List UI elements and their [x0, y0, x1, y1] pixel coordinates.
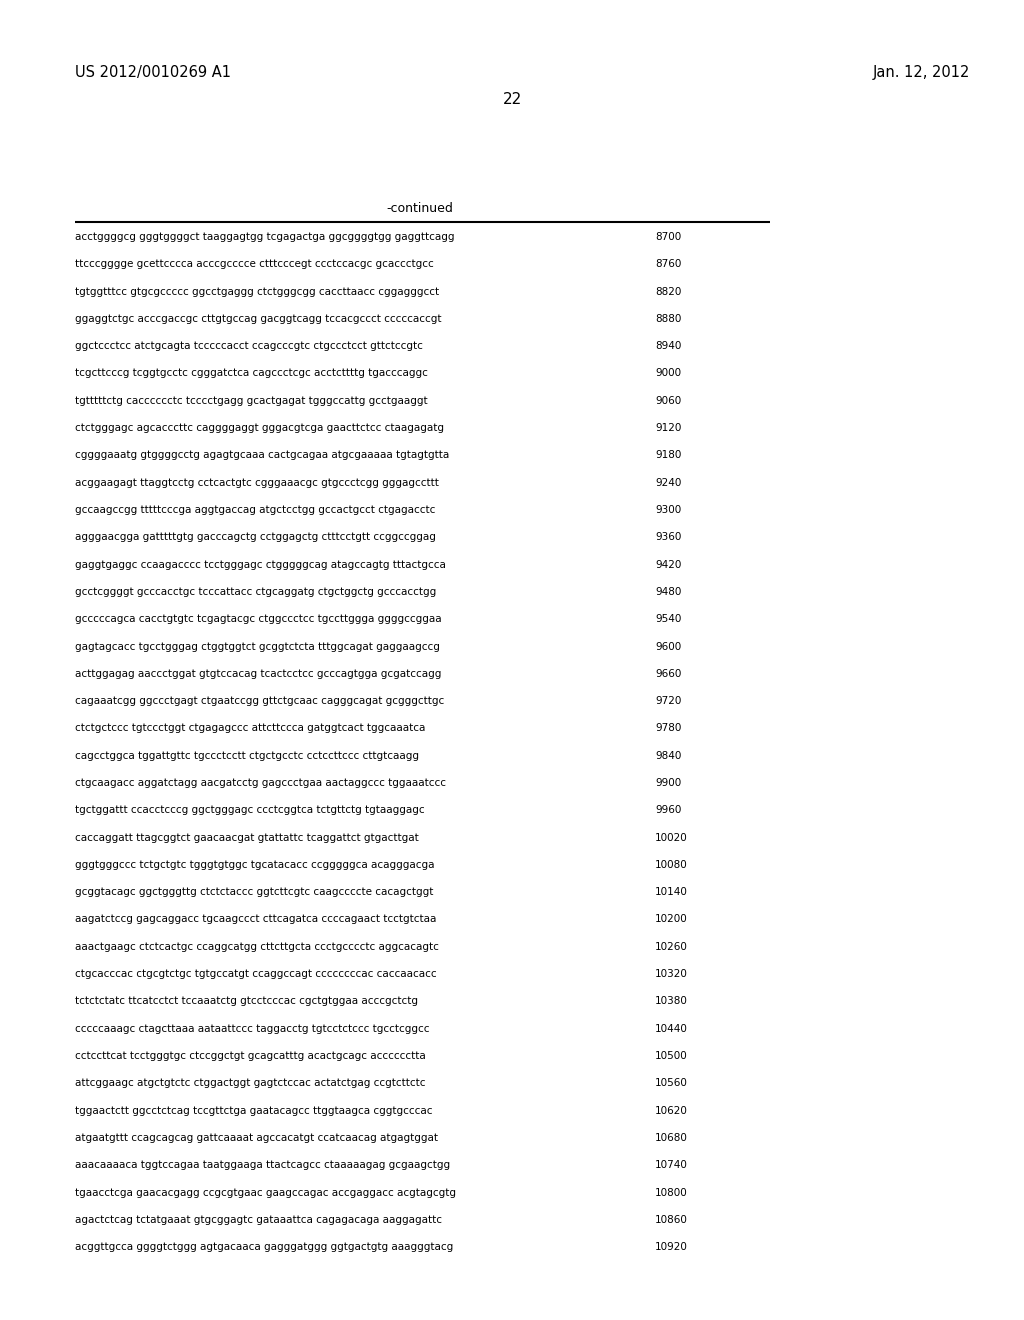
Text: aaactgaagc ctctcactgc ccaggcatgg cttcttgcta ccctgcccctc aggcacagtc: aaactgaagc ctctcactgc ccaggcatgg cttcttg…	[75, 941, 439, 952]
Text: 9780: 9780	[655, 723, 681, 734]
Text: 9240: 9240	[655, 478, 681, 487]
Text: acggaagagt ttaggtcctg cctcactgtc cgggaaacgc gtgccctcgg gggagccttt: acggaagagt ttaggtcctg cctcactgtc cgggaaa…	[75, 478, 439, 487]
Text: 9180: 9180	[655, 450, 681, 461]
Text: ctgcacccac ctgcgtctgc tgtgccatgt ccaggccagt ccccccccac caccaacacc: ctgcacccac ctgcgtctgc tgtgccatgt ccaggcc…	[75, 969, 436, 979]
Text: 8820: 8820	[655, 286, 681, 297]
Text: -continued: -continued	[387, 202, 454, 214]
Text: gcccccagca cacctgtgtc tcgagtacgc ctggccctcc tgccttggga ggggccggaa: gcccccagca cacctgtgtc tcgagtacgc ctggccc…	[75, 614, 441, 624]
Text: 8760: 8760	[655, 259, 681, 269]
Text: 10320: 10320	[655, 969, 688, 979]
Text: 9120: 9120	[655, 424, 681, 433]
Text: 9540: 9540	[655, 614, 681, 624]
Text: ctgcaagacc aggatctagg aacgatcctg gagccctgaa aactaggccc tggaaatccc: ctgcaagacc aggatctagg aacgatcctg gagccct…	[75, 777, 446, 788]
Text: tgctggattt ccacctcccg ggctgggagc ccctcggtca tctgttctg tgtaaggagc: tgctggattt ccacctcccg ggctgggagc ccctcgg…	[75, 805, 425, 816]
Text: 9660: 9660	[655, 669, 681, 678]
Text: 9420: 9420	[655, 560, 681, 570]
Text: 10620: 10620	[655, 1106, 688, 1115]
Text: 10020: 10020	[655, 833, 688, 842]
Text: acctggggcg gggtggggct taaggagtgg tcgagactga ggcggggtgg gaggttcagg: acctggggcg gggtggggct taaggagtgg tcgagac…	[75, 232, 455, 242]
Text: gcggtacagc ggctgggttg ctctctaccc ggtcttcgtc caagccccte cacagctggt: gcggtacagc ggctgggttg ctctctaccc ggtcttc…	[75, 887, 433, 898]
Text: gaggtgaggc ccaagacccc tcctgggagc ctgggggcag atagccagtg tttactgcca: gaggtgaggc ccaagacccc tcctgggagc ctggggg…	[75, 560, 445, 570]
Text: 9600: 9600	[655, 642, 681, 652]
Text: 9060: 9060	[655, 396, 681, 405]
Text: 10200: 10200	[655, 915, 688, 924]
Text: acggttgcca ggggtctggg agtgacaaca gagggatggg ggtgactgtg aaagggtacg: acggttgcca ggggtctggg agtgacaaca gagggat…	[75, 1242, 454, 1253]
Text: 22: 22	[503, 92, 521, 107]
Text: ctctgggagc agcacccttc caggggaggt gggacgtcga gaacttctcc ctaagagatg: ctctgggagc agcacccttc caggggaggt gggacgt…	[75, 424, 444, 433]
Text: cagaaatcgg ggccctgagt ctgaatccgg gttctgcaac cagggcagat gcgggcttgc: cagaaatcgg ggccctgagt ctgaatccgg gttctgc…	[75, 696, 444, 706]
Text: gcctcggggt gcccacctgc tcccattacc ctgcaggatg ctgctggctg gcccacctgg: gcctcggggt gcccacctgc tcccattacc ctgcagg…	[75, 587, 436, 597]
Text: 9360: 9360	[655, 532, 681, 543]
Text: 10140: 10140	[655, 887, 688, 898]
Text: 8700: 8700	[655, 232, 681, 242]
Text: 10800: 10800	[655, 1188, 688, 1197]
Text: US 2012/0010269 A1: US 2012/0010269 A1	[75, 65, 231, 79]
Text: tgtttttctg cacccccctc tcccctgagg gcactgagat tgggccattg gcctgaaggt: tgtttttctg cacccccctc tcccctgagg gcactga…	[75, 396, 428, 405]
Text: 10260: 10260	[655, 941, 688, 952]
Text: 10380: 10380	[655, 997, 688, 1006]
Text: 9960: 9960	[655, 805, 681, 816]
Text: gccaagccgg tttttcccga aggtgaccag atgctcctgg gccactgcct ctgagacctc: gccaagccgg tttttcccga aggtgaccag atgctcc…	[75, 506, 435, 515]
Text: 9720: 9720	[655, 696, 681, 706]
Text: 9900: 9900	[655, 777, 681, 788]
Text: agactctcag tctatgaaat gtgcggagtc gataaattca cagagacaga aaggagattc: agactctcag tctatgaaat gtgcggagtc gataaat…	[75, 1214, 442, 1225]
Text: agggaacgga gatttttgtg gacccagctg cctggagctg ctttcctgtt ccggccggag: agggaacgga gatttttgtg gacccagctg cctggag…	[75, 532, 436, 543]
Text: 9300: 9300	[655, 506, 681, 515]
Text: Jan. 12, 2012: Jan. 12, 2012	[872, 65, 970, 79]
Text: 10860: 10860	[655, 1214, 688, 1225]
Text: cagcctggca tggattgttc tgccctcctt ctgctgcctc cctccttccc cttgtcaagg: cagcctggca tggattgttc tgccctcctt ctgctgc…	[75, 751, 419, 760]
Text: 8880: 8880	[655, 314, 681, 323]
Text: cctccttcat tcctgggtgc ctccggctgt gcagcatttg acactgcagc acccccctta: cctccttcat tcctgggtgc ctccggctgt gcagcat…	[75, 1051, 426, 1061]
Text: ctctgctccc tgtccctggt ctgagagccc attcttccca gatggtcact tggcaaatca: ctctgctccc tgtccctggt ctgagagccc attcttc…	[75, 723, 425, 734]
Text: aaacaaaaca tggtccagaa taatggaaga ttactcagcc ctaaaaagag gcgaagctgg: aaacaaaaca tggtccagaa taatggaaga ttactca…	[75, 1160, 451, 1171]
Text: 10740: 10740	[655, 1160, 688, 1171]
Text: attcggaagc atgctgtctc ctggactggt gagtctccac actatctgag ccgtcttctc: attcggaagc atgctgtctc ctggactggt gagtctc…	[75, 1078, 426, 1088]
Text: tgaacctcga gaacacgagg ccgcgtgaac gaagccagac accgaggacc acgtagcgtg: tgaacctcga gaacacgagg ccgcgtgaac gaagcca…	[75, 1188, 456, 1197]
Text: 10080: 10080	[655, 859, 688, 870]
Text: atgaatgttt ccagcagcag gattcaaaat agccacatgt ccatcaacag atgagtggat: atgaatgttt ccagcagcag gattcaaaat agccaca…	[75, 1133, 438, 1143]
Text: 10920: 10920	[655, 1242, 688, 1253]
Text: gggtgggccc tctgctgtc tgggtgtggc tgcatacacc ccgggggca acagggacga: gggtgggccc tctgctgtc tgggtgtggc tgcataca…	[75, 859, 434, 870]
Text: tctctctatc ttcatcctct tccaaatctg gtcctcccac cgctgtggaa acccgctctg: tctctctatc ttcatcctct tccaaatctg gtcctcc…	[75, 997, 418, 1006]
Text: ggaggtctgc acccgaccgc cttgtgccag gacggtcagg tccacgccct cccccaccgt: ggaggtctgc acccgaccgc cttgtgccag gacggtc…	[75, 314, 441, 323]
Text: 10680: 10680	[655, 1133, 688, 1143]
Text: tgtggtttcc gtgcgccccc ggcctgaggg ctctgggcgg caccttaacc cggagggcct: tgtggtttcc gtgcgccccc ggcctgaggg ctctggg…	[75, 286, 439, 297]
Text: 9480: 9480	[655, 587, 681, 597]
Text: 10500: 10500	[655, 1051, 688, 1061]
Text: gagtagcacc tgcctgggag ctggtggtct gcggtctcta tttggcagat gaggaagccg: gagtagcacc tgcctgggag ctggtggtct gcggtct…	[75, 642, 440, 652]
Text: cccccaaagc ctagcttaaa aataattccc taggacctg tgtcctctccc tgcctcggcc: cccccaaagc ctagcttaaa aataattccc taggacc…	[75, 1024, 429, 1034]
Text: cggggaaatg gtggggcctg agagtgcaaa cactgcagaa atgcgaaaaa tgtagtgtta: cggggaaatg gtggggcctg agagtgcaaa cactgca…	[75, 450, 450, 461]
Text: aagatctccg gagcaggacc tgcaagccct cttcagatca ccccagaact tcctgtctaa: aagatctccg gagcaggacc tgcaagccct cttcaga…	[75, 915, 436, 924]
Text: ttcccgggge gcettcccca acccgcccce ctttcccegt ccctccacgc gcaccctgcc: ttcccgggge gcettcccca acccgcccce ctttccc…	[75, 259, 434, 269]
Text: caccaggatt ttagcggtct gaacaacgat gtattattc tcaggattct gtgacttgat: caccaggatt ttagcggtct gaacaacgat gtattat…	[75, 833, 419, 842]
Text: 9000: 9000	[655, 368, 681, 379]
Text: tcgcttcccg tcggtgcctc cgggatctca cagccctcgc acctcttttg tgacccaggc: tcgcttcccg tcggtgcctc cgggatctca cagccct…	[75, 368, 428, 379]
Text: 9840: 9840	[655, 751, 681, 760]
Text: tggaactctt ggcctctcag tccgttctga gaatacagcc ttggtaagca cggtgcccac: tggaactctt ggcctctcag tccgttctga gaataca…	[75, 1106, 432, 1115]
Text: 10440: 10440	[655, 1024, 688, 1034]
Text: 10560: 10560	[655, 1078, 688, 1088]
Text: acttggagag aaccctggat gtgtccacag tcactcctcc gcccagtgga gcgatccagg: acttggagag aaccctggat gtgtccacag tcactcc…	[75, 669, 441, 678]
Text: 8940: 8940	[655, 341, 681, 351]
Text: ggctccctcc atctgcagta tcccccacct ccagcccgtc ctgccctcct gttctccgtc: ggctccctcc atctgcagta tcccccacct ccagccc…	[75, 341, 423, 351]
